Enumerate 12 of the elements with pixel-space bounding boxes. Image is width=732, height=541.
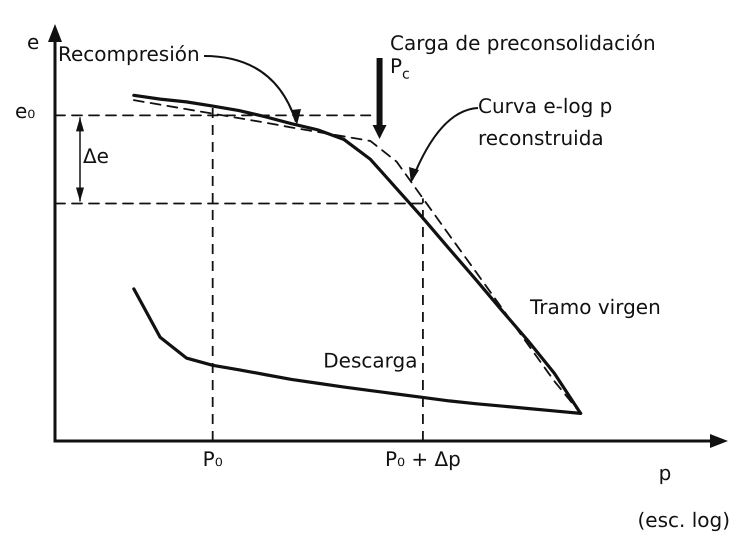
annotation: Tramo virgen — [529, 295, 661, 320]
text: Carga de preconsolidación — [390, 31, 656, 56]
annotation: Curva e-log p reconstruida — [478, 94, 612, 150]
text: (esc. log) — [637, 508, 730, 532]
annotation: Δe — [83, 144, 109, 168]
text: Recompresión — [58, 42, 200, 66]
y-axis-title: e — [27, 30, 40, 54]
text: e₀ — [15, 99, 36, 124]
series-label: Descarga — [323, 348, 418, 373]
x-tick-label: P₀ + Δp — [384, 447, 461, 472]
x-tick-label: P₀ — [202, 447, 223, 472]
x-axis-title: p — [658, 461, 672, 486]
